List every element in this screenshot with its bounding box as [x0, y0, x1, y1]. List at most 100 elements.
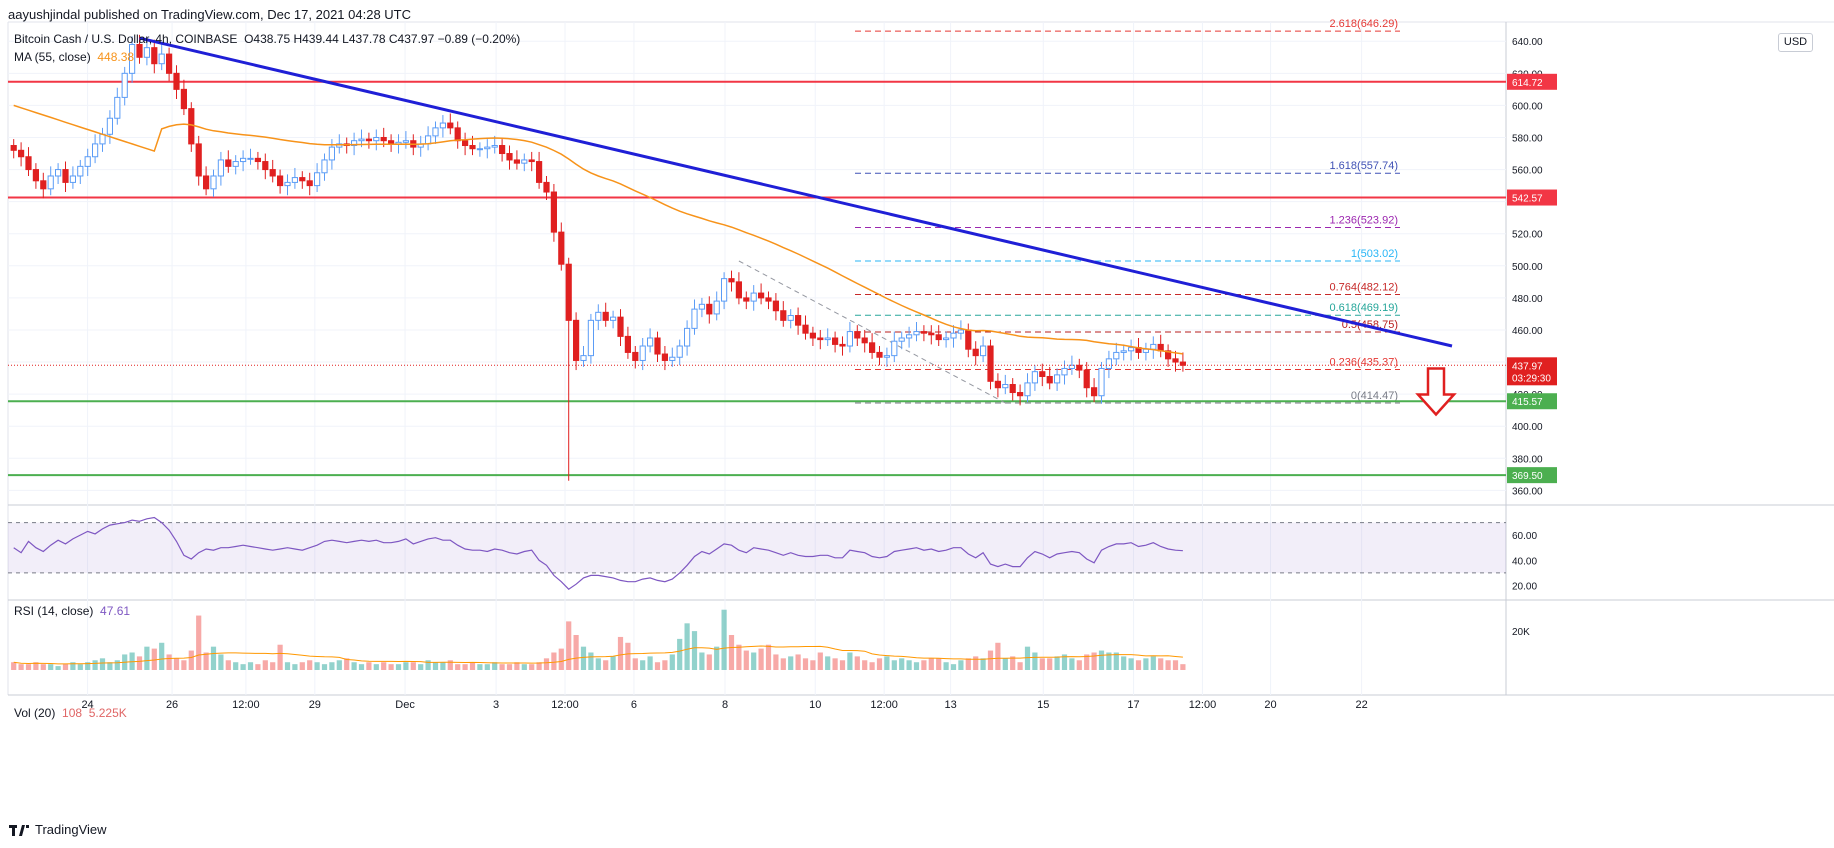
volume-bar — [284, 662, 291, 670]
price-tick-label: 400.00 — [1512, 422, 1543, 433]
candle-body — [217, 159, 225, 177]
volume-bar — [270, 662, 276, 670]
candle-body — [1105, 358, 1113, 369]
volume-bar — [899, 658, 905, 670]
candle-body — [188, 108, 195, 145]
volume-bar — [765, 644, 772, 670]
candle-body — [661, 353, 668, 361]
candle-body — [40, 180, 47, 190]
candle-body — [795, 315, 802, 326]
price-tick-label: 560.00 — [1512, 166, 1543, 177]
candle-body — [225, 159, 232, 167]
volume-bar — [876, 658, 883, 670]
volume-bar — [558, 648, 564, 670]
rsi-label: RSI (14, close) — [14, 604, 94, 618]
level-price-tag — [1507, 189, 1557, 206]
tradingview-brand[interactable]: TradingView — [8, 822, 107, 837]
candle-body — [906, 334, 913, 339]
candle-body — [269, 169, 276, 177]
volume-bar — [366, 662, 372, 670]
volume-bar — [536, 662, 542, 670]
fib-level-label: 1(503.02) — [1351, 248, 1398, 260]
volume-bar — [677, 638, 683, 670]
candle-body — [62, 169, 69, 183]
candle-body — [77, 165, 84, 177]
volume-ma-line — [13, 645, 1183, 665]
vol-label: Vol (20) — [14, 706, 56, 720]
volume-bar — [1024, 646, 1031, 670]
current-price-tag — [1507, 357, 1557, 386]
x-tick-label: Dec — [395, 699, 415, 711]
candle-body — [565, 263, 572, 321]
volume-bar — [588, 652, 594, 670]
candle-body — [1061, 367, 1068, 376]
price-tick-label: 520.00 — [1512, 230, 1543, 241]
candle-body — [454, 127, 461, 142]
x-tick-label: 12:00 — [1189, 699, 1217, 711]
candle-body — [632, 351, 639, 361]
volume-bar — [395, 664, 402, 670]
volume-bar — [203, 652, 209, 670]
candle-body — [691, 308, 698, 329]
candle-body — [432, 127, 439, 137]
volume-bar — [862, 660, 868, 670]
volume-bar — [11, 662, 17, 670]
volume-bar — [832, 658, 838, 670]
candle-body — [957, 329, 964, 334]
volume-bar — [159, 642, 165, 670]
candle-body — [232, 161, 239, 167]
fib-level-label: 0.618(469.19) — [1330, 302, 1399, 314]
x-tick-label: 29 — [309, 699, 321, 711]
candle-body — [306, 180, 313, 187]
candle-body — [25, 156, 32, 171]
candle-body — [624, 335, 631, 353]
volume-bar — [721, 609, 727, 670]
countdown-label: 03:29:30 — [1512, 373, 1551, 384]
currency-button[interactable]: USD — [1778, 33, 1813, 52]
rsi-tick-label: 60.00 — [1512, 531, 1537, 542]
volume-bar — [758, 648, 764, 670]
current-price-label: 437.97 — [1512, 361, 1543, 372]
x-tick-label: 24 — [81, 699, 93, 711]
candle-body — [617, 316, 624, 337]
candle-body — [787, 315, 794, 321]
candle-body — [817, 337, 824, 341]
volume-bar — [1054, 656, 1060, 670]
volume-bar — [469, 662, 476, 670]
volume-bar — [950, 664, 957, 670]
volume-bar — [1084, 654, 1090, 670]
candle-body — [439, 122, 446, 129]
candle-body — [558, 231, 565, 265]
volume-bar — [936, 658, 942, 670]
price-tick-label: 640.00 — [1512, 37, 1543, 48]
x-tick-label: 17 — [1127, 699, 1139, 711]
volume-bar — [965, 658, 971, 670]
rsi-line — [13, 516, 1183, 590]
candle-body — [550, 191, 557, 233]
ohlc-values: O438.75 H439.44 L437.78 C437.97 −0.89 (−… — [244, 32, 521, 46]
candle-body — [647, 337, 654, 347]
volume-bar — [373, 664, 379, 670]
volume-tick-label: 20K — [1512, 627, 1530, 638]
x-tick-label: 3 — [493, 699, 499, 711]
volume-bar — [462, 664, 468, 670]
rsi-tick-label: 20.00 — [1512, 581, 1537, 592]
fib-level-label: 1.236(523.92) — [1330, 214, 1399, 226]
price-tick-label: 460.00 — [1512, 326, 1543, 337]
candle-body — [528, 159, 535, 163]
price-tick-label: 480.00 — [1512, 294, 1543, 305]
volume-bar — [336, 660, 342, 670]
candle-body — [832, 337, 839, 345]
volume-bar — [780, 658, 786, 670]
candle-body — [698, 303, 705, 310]
candle-body — [114, 96, 121, 119]
volume-bar — [1143, 658, 1149, 670]
volume-bar — [358, 664, 365, 670]
candle-body — [136, 43, 143, 58]
volume-bar — [906, 660, 912, 670]
volume-bar — [1098, 650, 1105, 670]
volume-bar — [351, 662, 357, 670]
candle-body — [735, 281, 742, 299]
volume-bar — [817, 652, 823, 670]
